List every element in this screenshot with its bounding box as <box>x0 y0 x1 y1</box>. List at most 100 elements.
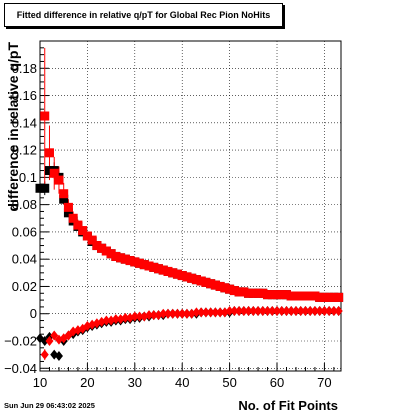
data-point-square <box>334 292 344 302</box>
timestamp: Sun Jun 29 06:43:02 2025 <box>4 401 95 410</box>
data-point-diamond <box>334 306 343 316</box>
data-point-square <box>305 291 315 301</box>
data-point-diamond <box>168 308 177 319</box>
data-point-square <box>125 256 135 266</box>
x-tick-label: 70 <box>317 375 331 390</box>
y-tick-label: 0.14 <box>12 115 37 130</box>
data-point-square <box>120 254 130 264</box>
data-point-diamond <box>230 306 239 316</box>
data-point-diamond <box>163 308 172 319</box>
data-point-square <box>319 292 329 302</box>
data-point-diamond <box>102 315 111 326</box>
data-point-square <box>244 288 254 298</box>
y-tick-label: 0.1 <box>19 170 37 185</box>
data-point-square <box>229 286 239 296</box>
data-point-diamond <box>296 306 305 316</box>
data-point-diamond <box>130 311 139 322</box>
data-point-square <box>239 287 249 297</box>
x-tick-label: 10 <box>33 375 47 390</box>
data-point-square <box>281 290 291 300</box>
data-point-square <box>220 283 230 293</box>
data-point-diamond <box>301 306 310 316</box>
data-point-square <box>329 292 339 302</box>
data-point-square <box>163 266 173 276</box>
data-point-diamond <box>239 306 248 316</box>
data-point-diamond <box>282 306 291 316</box>
y-tick-label: 0.18 <box>12 61 37 76</box>
chart-title: Fitted difference in relative q/pT for G… <box>16 10 271 20</box>
data-point-square <box>182 272 192 282</box>
data-point-diamond <box>225 306 234 316</box>
data-point-square <box>40 111 50 121</box>
x-tick-label: 60 <box>270 375 284 390</box>
data-point-square <box>78 226 88 236</box>
data-point-diamond <box>315 306 324 316</box>
data-point-diamond <box>192 307 201 318</box>
data-point-square <box>82 231 92 241</box>
data-point-diamond <box>50 330 59 341</box>
y-tick-label: 0.16 <box>12 88 37 103</box>
data-point-square <box>206 279 216 289</box>
data-point-square <box>101 246 111 256</box>
data-point-square <box>87 235 97 245</box>
data-point-square <box>215 281 225 291</box>
y-tick-label: 0.04 <box>12 252 37 267</box>
data-point-square <box>210 280 220 290</box>
data-point-square <box>234 287 244 297</box>
x-tick-label: 50 <box>222 375 236 390</box>
data-point-diamond <box>273 306 282 316</box>
data-point-square <box>63 208 73 218</box>
data-point-diamond <box>244 306 253 316</box>
data-point-square <box>291 291 301 301</box>
data-point-square <box>154 264 164 274</box>
data-point-square <box>130 257 140 267</box>
data-point-diamond <box>325 306 334 316</box>
data-point-square <box>310 291 320 301</box>
data-point-diamond <box>268 306 277 316</box>
data-point-diamond <box>306 306 315 316</box>
data-point-diamond <box>182 308 191 319</box>
data-point-square <box>54 175 64 185</box>
data-point-diamond <box>45 336 54 346</box>
data-point-square <box>144 261 154 271</box>
y-tick-label: −0.04 <box>4 361 37 376</box>
data-point-square <box>68 213 78 223</box>
data-point-diamond <box>40 336 49 346</box>
data-point-square <box>168 268 178 278</box>
data-point-square <box>296 291 306 301</box>
data-point-square <box>196 276 206 286</box>
data-point-square <box>97 243 107 253</box>
data-point-diamond <box>277 306 286 316</box>
data-point-square <box>63 202 73 212</box>
data-point-diamond <box>64 330 73 341</box>
data-point-diamond <box>263 306 272 316</box>
data-point-diamond <box>235 306 244 316</box>
y-tick-label: 0.02 <box>12 279 37 294</box>
data-point-diamond <box>291 306 300 316</box>
data-point-square <box>225 284 235 294</box>
data-point-diamond <box>320 306 329 316</box>
data-point-square <box>59 189 69 199</box>
data-point-square <box>263 290 273 300</box>
data-point-diamond <box>287 306 296 316</box>
data-point-square <box>272 290 282 300</box>
data-point-square <box>248 288 258 298</box>
data-point-diamond <box>145 310 154 321</box>
data-point-square <box>73 220 83 230</box>
data-point-square <box>158 265 168 275</box>
plot-frame <box>39 40 342 372</box>
data-point-square <box>286 291 296 301</box>
data-point-square <box>149 262 159 272</box>
data-point-square <box>187 273 197 283</box>
data-point-square <box>267 290 277 300</box>
data-point-diamond <box>211 307 220 318</box>
data-point-diamond <box>201 307 210 318</box>
data-markers <box>35 111 344 361</box>
data-point-diamond <box>310 306 319 316</box>
data-point-square <box>253 288 263 298</box>
data-point-diamond <box>178 308 187 319</box>
data-point-diamond <box>258 306 267 316</box>
data-point-square <box>324 292 334 302</box>
data-point-diamond <box>59 333 68 344</box>
data-point-square <box>59 194 69 204</box>
